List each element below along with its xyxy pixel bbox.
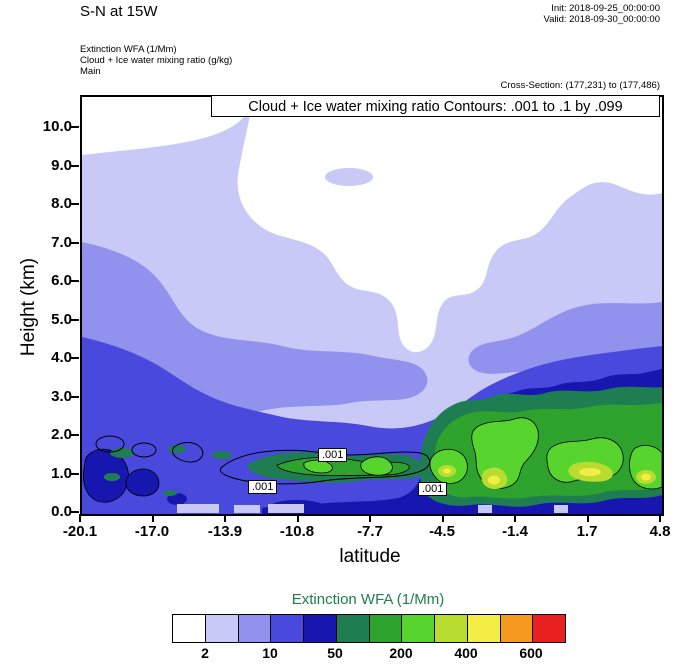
- x-tick-mark: [79, 514, 81, 522]
- field-domain: Main: [80, 66, 101, 77]
- colorbar-tick-label: 200: [389, 645, 413, 661]
- x-tick-label: 4.8: [649, 523, 671, 540]
- y-tick-label: 3.0: [51, 388, 72, 405]
- lavender-island: [325, 168, 373, 186]
- y-tick-label: 4.0: [51, 349, 72, 366]
- colorbar-cell: [271, 615, 304, 642]
- colorbar-tick-label: 50: [327, 645, 343, 661]
- x-tick-label: -17.0: [134, 523, 170, 540]
- x-axis-title: latitude: [339, 546, 401, 567]
- plot-area: [80, 95, 664, 516]
- x-tick-mark: [514, 514, 516, 522]
- cross-section-label: Cross-Section: (177,231) to (177,486): [500, 80, 660, 91]
- field-cloud-ice: Cloud + Ice water mixing ratio (g/kg): [80, 55, 233, 66]
- colorbar-cell: [369, 615, 403, 642]
- plot-inner-title: Cloud + Ice water mixing ratio Contours:…: [211, 95, 660, 117]
- colorbar-tick-label: 10: [262, 645, 278, 661]
- y-tick-label: 10.0: [42, 118, 72, 135]
- colorbar-cell: [205, 615, 239, 642]
- contour-label: .001: [318, 448, 348, 462]
- contour-label: .001: [418, 482, 448, 496]
- y-tick-label: 1.0: [51, 465, 72, 482]
- colorbar-cell: [402, 615, 435, 642]
- y-tick-label: 2.0: [51, 426, 72, 443]
- x-tick-label: -4.5: [429, 523, 455, 540]
- colorbar: [172, 614, 566, 643]
- y-tick-label: 5.0: [51, 311, 72, 328]
- y-tick-mark: [71, 165, 79, 167]
- colorbar-cell: [173, 615, 206, 642]
- y-tick-label: 8.0: [51, 195, 72, 212]
- x-tick-mark: [587, 514, 589, 522]
- y-tick-mark: [71, 126, 79, 128]
- colorbar-tick-label: 400: [454, 645, 478, 661]
- x-tick-label: -7.7: [357, 523, 383, 540]
- colorbar-cell: [533, 615, 565, 642]
- page-title: S-N at 15W: [80, 3, 158, 20]
- x-tick-mark: [442, 514, 444, 522]
- colorbar-cell: [238, 615, 272, 642]
- colorbar-title: Extinction WFA (1/Mm): [291, 591, 445, 608]
- colorbar-tick-label: 2: [201, 645, 209, 661]
- y-tick-mark: [71, 319, 79, 321]
- field-list: Extinction WFA (1/Mm) Cloud + Ice water …: [80, 44, 232, 77]
- x-tick-mark: [659, 514, 661, 522]
- colorbar-cell: [500, 615, 534, 642]
- y-tick-label: 6.0: [51, 272, 72, 289]
- y-tick-mark: [71, 434, 79, 436]
- colorbar-cell: [467, 615, 501, 642]
- x-tick-label: -20.1: [62, 523, 98, 540]
- x-tick-mark: [152, 514, 154, 522]
- x-tick-label: -10.8: [279, 523, 315, 540]
- y-tick-label: 9.0: [51, 157, 72, 174]
- field-extinction: Extinction WFA (1/Mm): [80, 44, 177, 55]
- extinction-field: [82, 97, 662, 514]
- fill-yellow-region: [443, 468, 651, 485]
- x-tick-label: -1.4: [502, 523, 528, 540]
- y-tick-mark: [71, 242, 79, 244]
- x-tick-mark: [224, 514, 226, 522]
- colorbar-tick-label: 600: [519, 645, 543, 661]
- colorbar-cell: [435, 615, 468, 642]
- y-tick-mark: [71, 511, 79, 513]
- valid-time: Valid: 2018-09-30_00:00:00: [543, 14, 660, 25]
- colorbar-cell: [304, 615, 337, 642]
- contour-label: .001: [248, 480, 278, 494]
- run-times: Init: 2018-09-25_00:00:00 Valid: 2018-09…: [543, 3, 660, 25]
- surface-lavender-pockets: [177, 504, 568, 513]
- y-tick-mark: [71, 473, 79, 475]
- y-tick-label: 0.0: [51, 503, 72, 520]
- y-tick-label: 7.0: [51, 234, 72, 251]
- x-tick-label: 1.7: [576, 523, 598, 540]
- init-time: Init: 2018-09-25_00:00:00: [551, 3, 660, 14]
- x-tick-mark: [369, 514, 371, 522]
- y-tick-mark: [71, 357, 79, 359]
- y-tick-mark: [71, 280, 79, 282]
- x-tick-label: -13.9: [207, 523, 243, 540]
- colorbar-cell: [336, 615, 370, 642]
- y-tick-mark: [71, 396, 79, 398]
- y-tick-mark: [71, 203, 79, 205]
- x-tick-mark: [297, 514, 299, 522]
